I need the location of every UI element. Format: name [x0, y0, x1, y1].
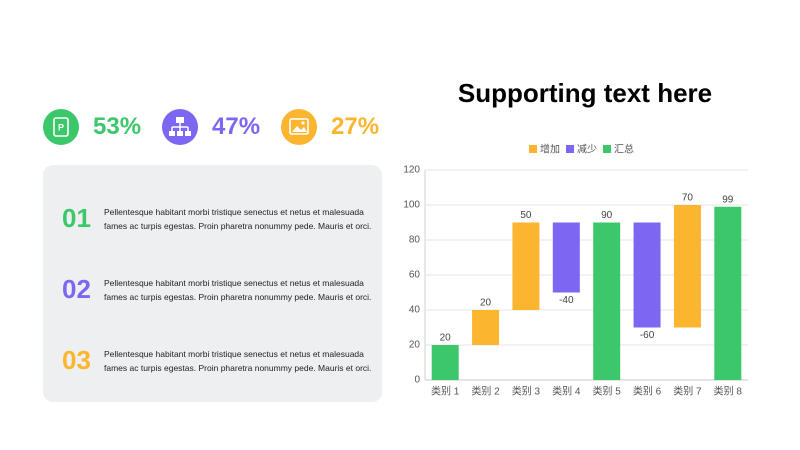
x-tick-label: 类别 4: [552, 385, 581, 398]
legend-label: 增加: [540, 143, 560, 156]
item-text: Pellentesque habitant morbi tristique se…: [104, 207, 372, 231]
y-tick-label: 80: [409, 235, 421, 246]
icon: [162, 109, 198, 145]
bar: [633, 222, 661, 328]
data-label: 20: [440, 333, 452, 344]
legend-label: 汇总: [614, 143, 634, 156]
y-tick-label: 100: [403, 200, 420, 211]
chart-title: Supporting text here: [458, 78, 712, 108]
data-label: -60: [640, 330, 655, 341]
bar: [552, 222, 580, 293]
bar: [714, 206, 742, 380]
data-label: 99: [722, 194, 734, 205]
data-label: 50: [520, 210, 532, 221]
legend-swatch: [566, 145, 574, 153]
item-number: 01: [62, 203, 91, 233]
x-tick-label: 类别 5: [593, 385, 622, 398]
icon: [281, 109, 317, 145]
x-tick-label: 类别 8: [714, 385, 743, 398]
legend-label: 减少: [577, 144, 597, 156]
bar: [593, 222, 621, 380]
y-tick-label: 0: [414, 375, 420, 386]
y-tick-label: 40: [409, 305, 421, 316]
y-tick-label: 60: [409, 270, 421, 281]
stat-value: 53%: [93, 113, 142, 140]
data-label: 90: [601, 210, 613, 221]
bar: [472, 310, 500, 345]
text-panel: [43, 165, 382, 402]
bar: [673, 205, 701, 328]
legend-swatch: [603, 145, 611, 153]
y-tick-label: 120: [403, 165, 420, 176]
y-tick-label: 20: [409, 340, 421, 351]
x-tick-label: 类别 1: [431, 385, 460, 398]
legend-swatch: [529, 145, 537, 153]
x-tick-label: 类别 6: [633, 385, 662, 398]
stat-value: 47%: [212, 113, 261, 140]
bar: [431, 345, 459, 380]
item-text: Pellentesque habitant morbi tristique se…: [104, 278, 372, 302]
item-number: 02: [62, 274, 91, 304]
data-label: -40: [559, 295, 574, 306]
svg-text:P: P: [58, 122, 64, 132]
icon: P: [43, 109, 79, 145]
data-label: 70: [682, 193, 694, 204]
bar: [512, 222, 540, 310]
stat-value: 27%: [331, 113, 380, 140]
x-tick-label: 类别 7: [673, 385, 702, 398]
item-number: 03: [62, 345, 91, 375]
data-label: 20: [480, 298, 492, 309]
x-tick-label: 类别 3: [512, 385, 541, 398]
item-text: Pellentesque habitant morbi tristique se…: [104, 349, 372, 373]
x-tick-label: 类别 2: [471, 385, 500, 398]
